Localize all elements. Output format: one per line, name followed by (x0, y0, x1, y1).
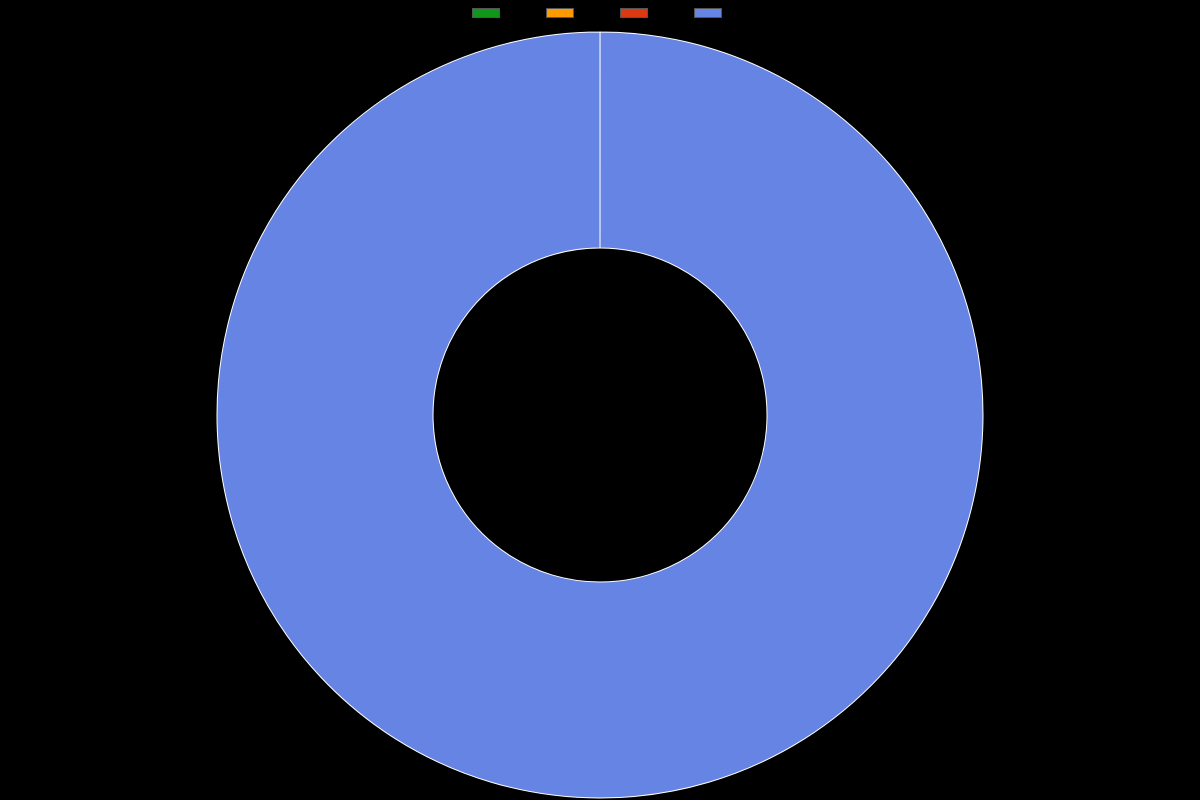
legend-swatch-0 (472, 8, 500, 18)
chart-legend (0, 8, 1200, 18)
legend-item-1[interactable] (546, 8, 580, 18)
legend-item-0[interactable] (472, 8, 506, 18)
chart-canvas (0, 0, 1200, 800)
donut-chart (0, 0, 1200, 800)
legend-item-3[interactable] (694, 8, 728, 18)
legend-swatch-1 (546, 8, 574, 18)
legend-swatch-2 (620, 8, 648, 18)
legend-item-2[interactable] (620, 8, 654, 18)
legend-swatch-3 (694, 8, 722, 18)
